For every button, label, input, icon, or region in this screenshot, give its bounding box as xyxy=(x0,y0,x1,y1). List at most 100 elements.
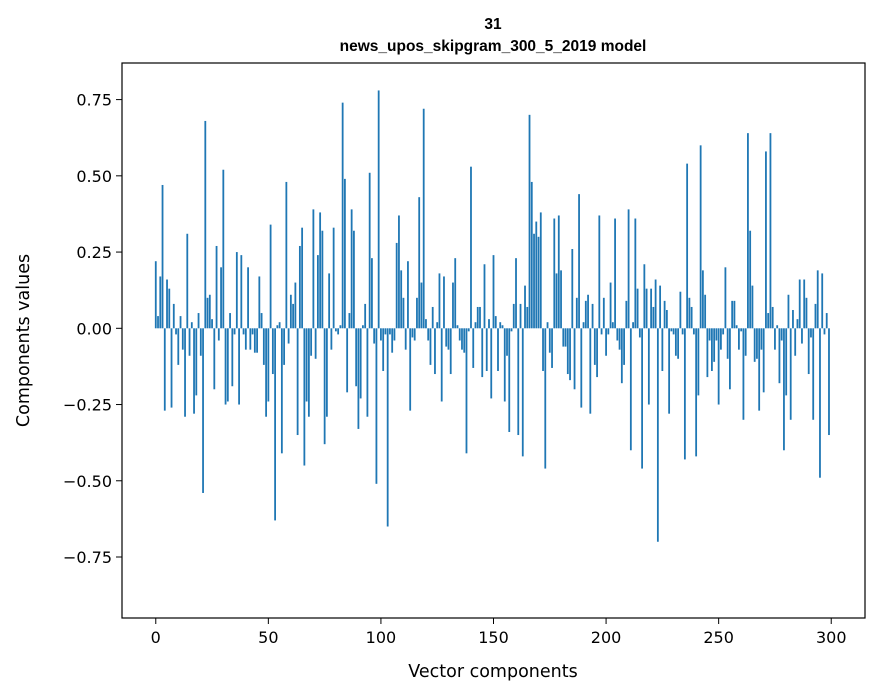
bar xyxy=(789,328,792,420)
bar xyxy=(321,230,324,329)
bar xyxy=(220,267,222,329)
bar xyxy=(751,285,754,329)
bar xyxy=(334,328,337,332)
bar xyxy=(190,322,193,329)
bar xyxy=(636,288,639,329)
bar xyxy=(517,328,520,436)
bar xyxy=(614,218,616,329)
bar xyxy=(670,328,673,332)
bar xyxy=(555,273,558,329)
bar xyxy=(217,328,220,341)
bar xyxy=(215,245,218,329)
bar xyxy=(742,328,745,420)
bar xyxy=(427,328,430,341)
bar xyxy=(683,328,686,460)
x-tick-label: 50 xyxy=(258,628,278,647)
bar xyxy=(825,313,828,329)
bar xyxy=(713,328,716,362)
bar xyxy=(564,328,567,347)
bar xyxy=(339,325,342,329)
bar xyxy=(157,316,159,329)
bar xyxy=(301,227,304,329)
bar xyxy=(409,328,412,411)
bar xyxy=(506,328,508,356)
plot-frame xyxy=(121,62,866,619)
bar xyxy=(731,300,734,329)
bar xyxy=(253,328,256,353)
bar xyxy=(681,328,684,335)
bar xyxy=(481,328,484,378)
bar xyxy=(711,328,713,371)
bar xyxy=(542,328,544,371)
bar xyxy=(677,328,680,359)
bar xyxy=(776,325,779,329)
bar xyxy=(307,328,310,417)
bar xyxy=(634,218,637,329)
bar xyxy=(715,328,718,341)
bar xyxy=(362,325,364,329)
bar xyxy=(175,328,177,335)
bar xyxy=(222,169,225,329)
bar xyxy=(620,328,623,384)
bar xyxy=(526,306,529,329)
bar xyxy=(810,328,812,338)
bar xyxy=(260,313,263,329)
chart-subtitle: news_upos_skipgram_300_5_2019 model xyxy=(340,38,647,55)
bar xyxy=(278,322,281,329)
bar xyxy=(571,249,574,329)
bar xyxy=(578,194,580,329)
bar xyxy=(449,328,452,375)
bar xyxy=(695,328,698,457)
bar xyxy=(364,303,367,329)
bar xyxy=(380,328,382,341)
bar xyxy=(163,328,166,411)
bar xyxy=(443,276,445,329)
bar xyxy=(456,325,459,329)
bar xyxy=(740,328,743,332)
bar xyxy=(373,328,376,344)
bar xyxy=(233,328,236,335)
bar xyxy=(627,209,630,329)
bar xyxy=(726,328,729,359)
bar xyxy=(805,297,808,329)
bar xyxy=(616,328,619,341)
bar xyxy=(645,288,648,329)
bar xyxy=(344,178,346,329)
bar xyxy=(429,328,432,365)
bar xyxy=(366,328,369,417)
bar xyxy=(328,273,331,329)
bar xyxy=(528,114,531,329)
bar xyxy=(159,276,162,329)
bar xyxy=(195,328,198,396)
bar xyxy=(355,328,358,387)
bar xyxy=(573,328,576,390)
bar xyxy=(607,328,610,335)
x-axis-label: Vector components xyxy=(408,662,577,682)
bar xyxy=(521,328,524,457)
bar xyxy=(589,328,592,414)
bar xyxy=(544,328,547,469)
bar xyxy=(774,328,776,350)
bar xyxy=(296,328,299,436)
bar xyxy=(454,258,457,329)
bar xyxy=(472,328,475,368)
bar xyxy=(407,261,409,329)
bar xyxy=(325,328,328,417)
bar xyxy=(332,227,335,329)
bar xyxy=(398,215,400,329)
bar xyxy=(199,328,202,356)
bar xyxy=(461,328,463,350)
bar xyxy=(760,328,763,350)
y-axis-label: Components values xyxy=(14,254,34,427)
bar xyxy=(389,328,391,335)
bar xyxy=(202,328,204,493)
bar xyxy=(488,319,490,329)
bar xyxy=(285,181,288,329)
bar xyxy=(382,328,385,371)
bar xyxy=(535,221,538,329)
chart-title: 31 xyxy=(484,16,502,33)
bar xyxy=(391,328,394,353)
x-tick-label: 0 xyxy=(151,628,161,647)
bar xyxy=(463,328,466,353)
bar xyxy=(510,328,513,332)
